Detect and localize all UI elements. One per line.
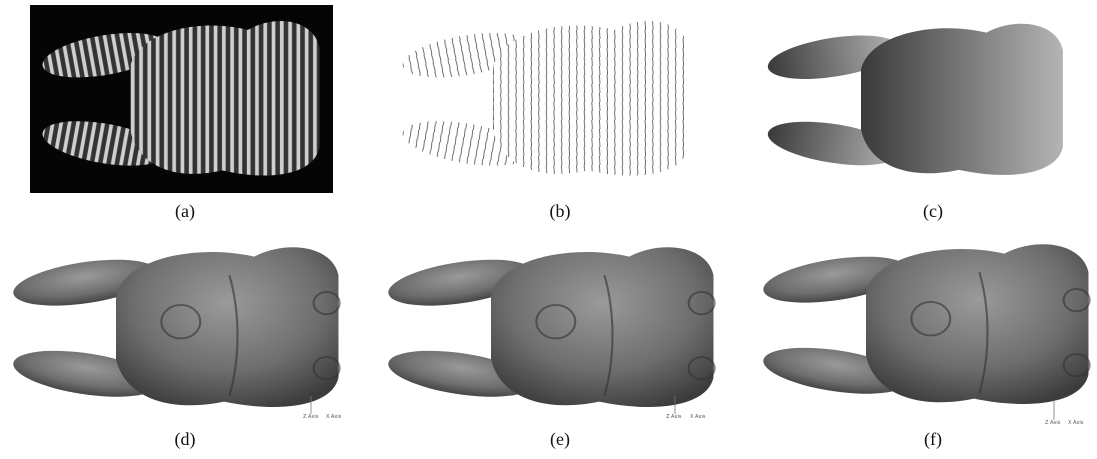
- x-axis-label: X Axis: [690, 414, 706, 420]
- page: {"panels": [ {"label": "(a)"}, {"label":…: [0, 0, 1097, 459]
- caption: (f): [924, 429, 942, 450]
- reconstruction-f: [759, 244, 1089, 404]
- skeleton-bunny: [399, 21, 689, 176]
- caption: (d): [175, 429, 196, 450]
- phase-bunny: [764, 24, 1063, 175]
- caption: (a): [175, 201, 195, 222]
- caption: (c): [923, 201, 943, 222]
- z-axis-label: Z Axis: [1045, 420, 1061, 426]
- z-axis-label: Z Axis: [666, 414, 682, 420]
- axis-glyph-f: Z Axis X Axis: [1045, 400, 1084, 426]
- x-axis-label: X Axis: [1068, 420, 1084, 426]
- reconstruction-d: [9, 247, 339, 407]
- caption: (b): [550, 201, 571, 222]
- reconstruction-e: [384, 247, 714, 407]
- figure: Z Axis X Axis Z Axis X Axis Z Axis X Axi…: [0, 0, 1097, 459]
- caption: (e): [550, 429, 570, 450]
- z-axis-label: Z Axis: [303, 414, 319, 420]
- x-axis-label: X Axis: [326, 414, 342, 420]
